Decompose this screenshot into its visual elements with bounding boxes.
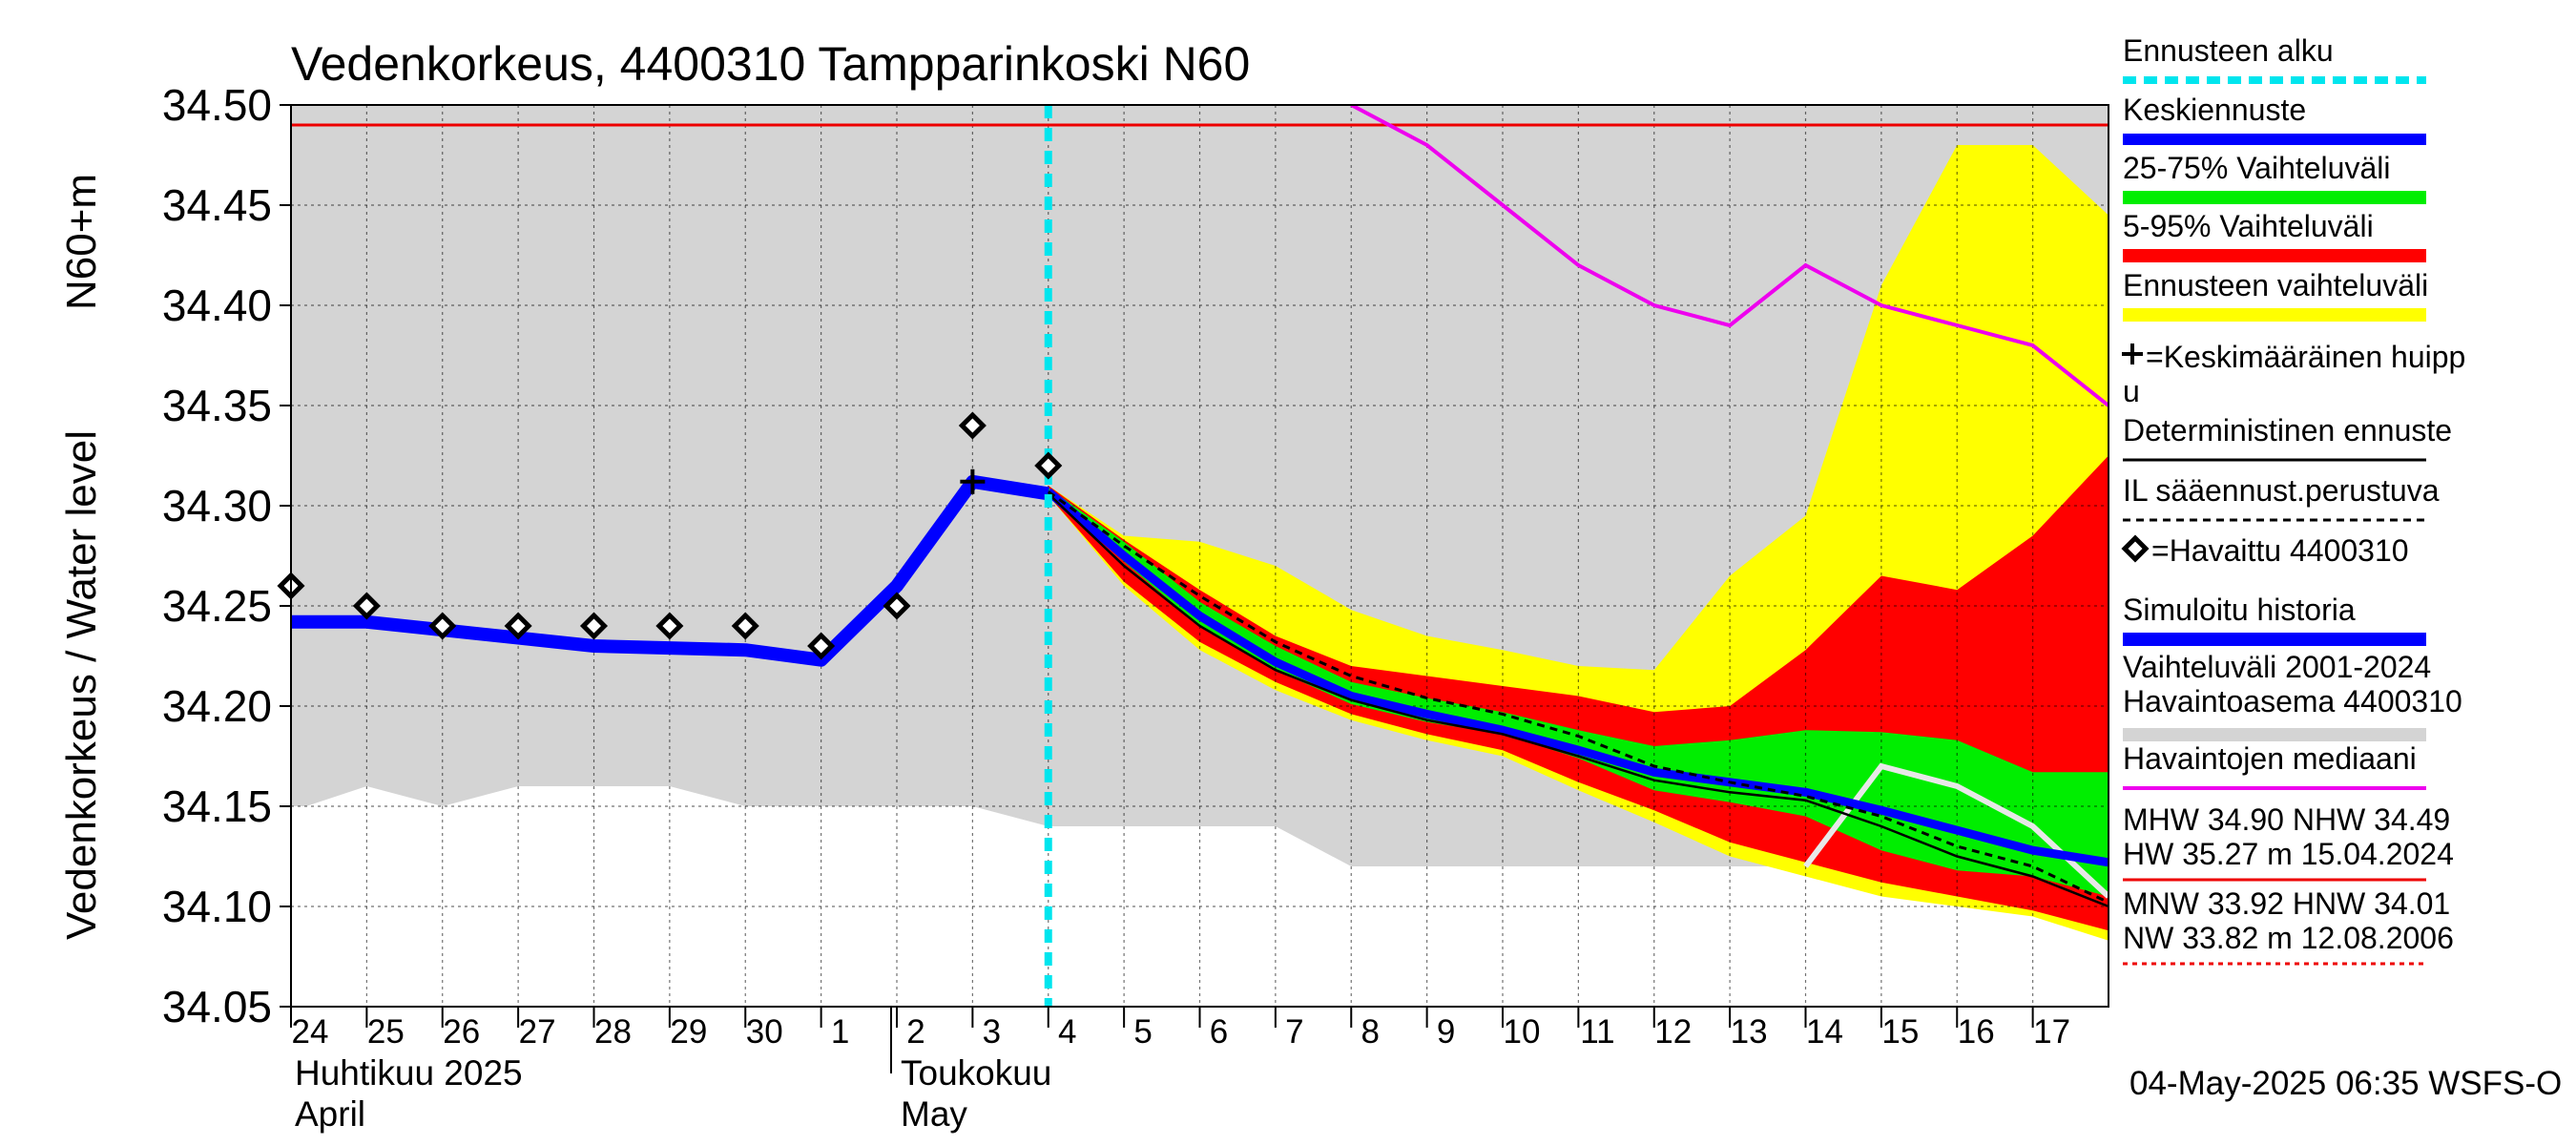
series-lines <box>291 105 2109 1007</box>
mean-forecast-line <box>1045 488 2109 867</box>
legend-label: =Havaittu 4400310 <box>2151 533 2409 568</box>
y-tick-label: 34.05 <box>162 982 272 1031</box>
observed-point <box>1034 451 1063 480</box>
x-tick-label: 25 <box>367 1013 405 1051</box>
median-line <box>1350 105 2109 407</box>
legend-label-line2: NW 33.82 m 12.08.2006 <box>2123 921 2454 955</box>
x-tick-label: 17 <box>2033 1013 2070 1051</box>
deterministic-forecast-line <box>1047 492 2109 908</box>
x-tick-label: 4 <box>1058 1013 1076 1051</box>
legend-item-deterministic: Deterministinen ennuste <box>2123 413 2452 462</box>
x-tick-label: 5 <box>1133 1013 1152 1051</box>
legend-item-median: Havaintojen mediaani <box>2123 741 2426 790</box>
legend-label: Vaihteluväli 2001-2024 <box>2123 650 2431 684</box>
x-tick-label: 24 <box>292 1013 329 1051</box>
legend-observed-symbol <box>2121 534 2150 563</box>
x-tick-label: 8 <box>1361 1013 1380 1051</box>
legend-label: =Keskimääräinen huipp <box>2146 340 2465 374</box>
x-tick-label: 29 <box>670 1013 707 1051</box>
y-tick-label: 34.15 <box>162 781 272 831</box>
legend-label: Ennusteen vaihteluväli <box>2123 268 2428 302</box>
light-grey-line <box>1803 762 2109 899</box>
legend-label: Keskiennuste <box>2123 93 2306 127</box>
observed-point <box>883 592 911 620</box>
observed-point <box>807 632 836 660</box>
legend: Ennusteen alku Keskiennuste 25-75% Vaihtel… <box>2121 33 2465 966</box>
observed-point <box>352 592 381 620</box>
y-tick-label: 34.20 <box>162 681 272 731</box>
observed-point <box>958 411 987 440</box>
legend-label: 25-75% Vaihteluväli <box>2123 151 2390 185</box>
x-tick-label: 3 <box>983 1013 1001 1051</box>
x-tick-label: 6 <box>1210 1013 1228 1051</box>
p25-75-band <box>1048 488 2109 897</box>
legend-label: MNW 33.92 HNW 34.01 <box>2123 886 2450 921</box>
legend-item-p25_75: 25-75% Vaihteluväli <box>2123 151 2426 204</box>
month-label: Huhtikuu 2025 <box>295 1053 523 1093</box>
legend-label: MHW 34.90 NHW 34.49 <box>2123 802 2450 837</box>
x-tick-label: 26 <box>443 1013 480 1051</box>
y-tick-label: 34.35 <box>162 381 272 430</box>
legend-item-mean_forecast: Keskiennuste <box>2123 93 2426 145</box>
observation-markers <box>277 411 1063 660</box>
x-tick-label: 15 <box>1881 1013 1919 1051</box>
y-tick-label: 34.40 <box>162 281 272 330</box>
observed-point <box>579 612 609 640</box>
chart-title: Vedenkorkeus, 4400310 Tampparinkoski N60 <box>291 37 1250 91</box>
x-tick-label: 1 <box>831 1013 849 1051</box>
x-tick-label: 13 <box>1731 1013 1768 1051</box>
y-axis-label: Vedenkorkeus / Water level <box>58 430 105 940</box>
observed-point <box>428 612 457 640</box>
legend-item-simulated: Simuloitu historia <box>2123 593 2426 646</box>
y-axis-unit-label: N60+m <box>58 174 105 310</box>
legend-label-line2: u <box>2123 374 2140 408</box>
legend-label: Simuloitu historia <box>2123 593 2356 627</box>
x-tick-label: 16 <box>1958 1013 1995 1051</box>
legend-label: Deterministinen ennuste <box>2123 413 2452 448</box>
x-tick-label: 7 <box>1285 1013 1303 1051</box>
observed-point <box>655 612 684 640</box>
legend-item-forecast_start: Ennusteen alku <box>2123 33 2426 84</box>
axes: 34.50 34.45 34.40 34.35 34.30 34.25 34.20 34.15… <box>162 80 2109 1134</box>
il-forecast-line <box>1047 490 2109 905</box>
y-tick-label: 34.10 <box>162 882 272 931</box>
legend-label-line2: Havaintoasema 4400310 <box>2123 684 2462 718</box>
observed-point <box>504 612 532 640</box>
legend-label: Havaintojen mediaani <box>2123 741 2417 776</box>
legend-label: Ennusteen alku <box>2123 33 2334 68</box>
x-tick-label: 28 <box>594 1013 632 1051</box>
x-tick-label: 27 <box>519 1013 556 1051</box>
legend-label-line2: HW 35.27 m 15.04.2024 <box>2123 837 2454 871</box>
x-tick-label: 12 <box>1654 1013 1692 1051</box>
y-tick-label: 34.30 <box>162 481 272 531</box>
x-tick-label: 10 <box>1504 1013 1541 1051</box>
x-tick-label: 11 <box>1580 1013 1614 1051</box>
x-tick-label: 9 <box>1437 1013 1455 1051</box>
legend-label: IL sääennust.perustuva <box>2123 473 2440 508</box>
footer-timestamp: 04-May-2025 06:35 WSFS-O <box>2129 1065 2562 1102</box>
legend-item-p5_95: 5-95% Vaihteluväli <box>2123 209 2426 262</box>
month-label: Toukokuu <box>901 1053 1051 1093</box>
observed-point <box>731 612 759 640</box>
simulated-history-line <box>291 474 1049 667</box>
legend-label: 5-95% Vaihteluväli <box>2123 209 2374 243</box>
y-tick-label: 34.50 <box>162 80 272 130</box>
x-tick-label: 2 <box>906 1013 924 1051</box>
x-tick-label: 30 <box>746 1013 783 1051</box>
legend-item-il_forecast: IL sääennust.perustuva <box>2123 473 2440 522</box>
legend-item-observed: =Havaittu 4400310 <box>2121 533 2409 568</box>
y-tick-label: 34.45 <box>162 180 272 230</box>
plot-area <box>277 104 2109 1008</box>
legend-item-forecast_range: Ennusteen vaihteluväli <box>2123 268 2428 322</box>
y-tick-label: 34.25 <box>162 581 272 631</box>
legend-item-historical_range: Vaihteluväli 2001-2024 Havaintoasema 440… <box>2123 650 2462 741</box>
month-label-en: May <box>901 1094 967 1134</box>
month-label-en: April <box>295 1094 365 1134</box>
x-tick-label: 14 <box>1806 1013 1843 1051</box>
